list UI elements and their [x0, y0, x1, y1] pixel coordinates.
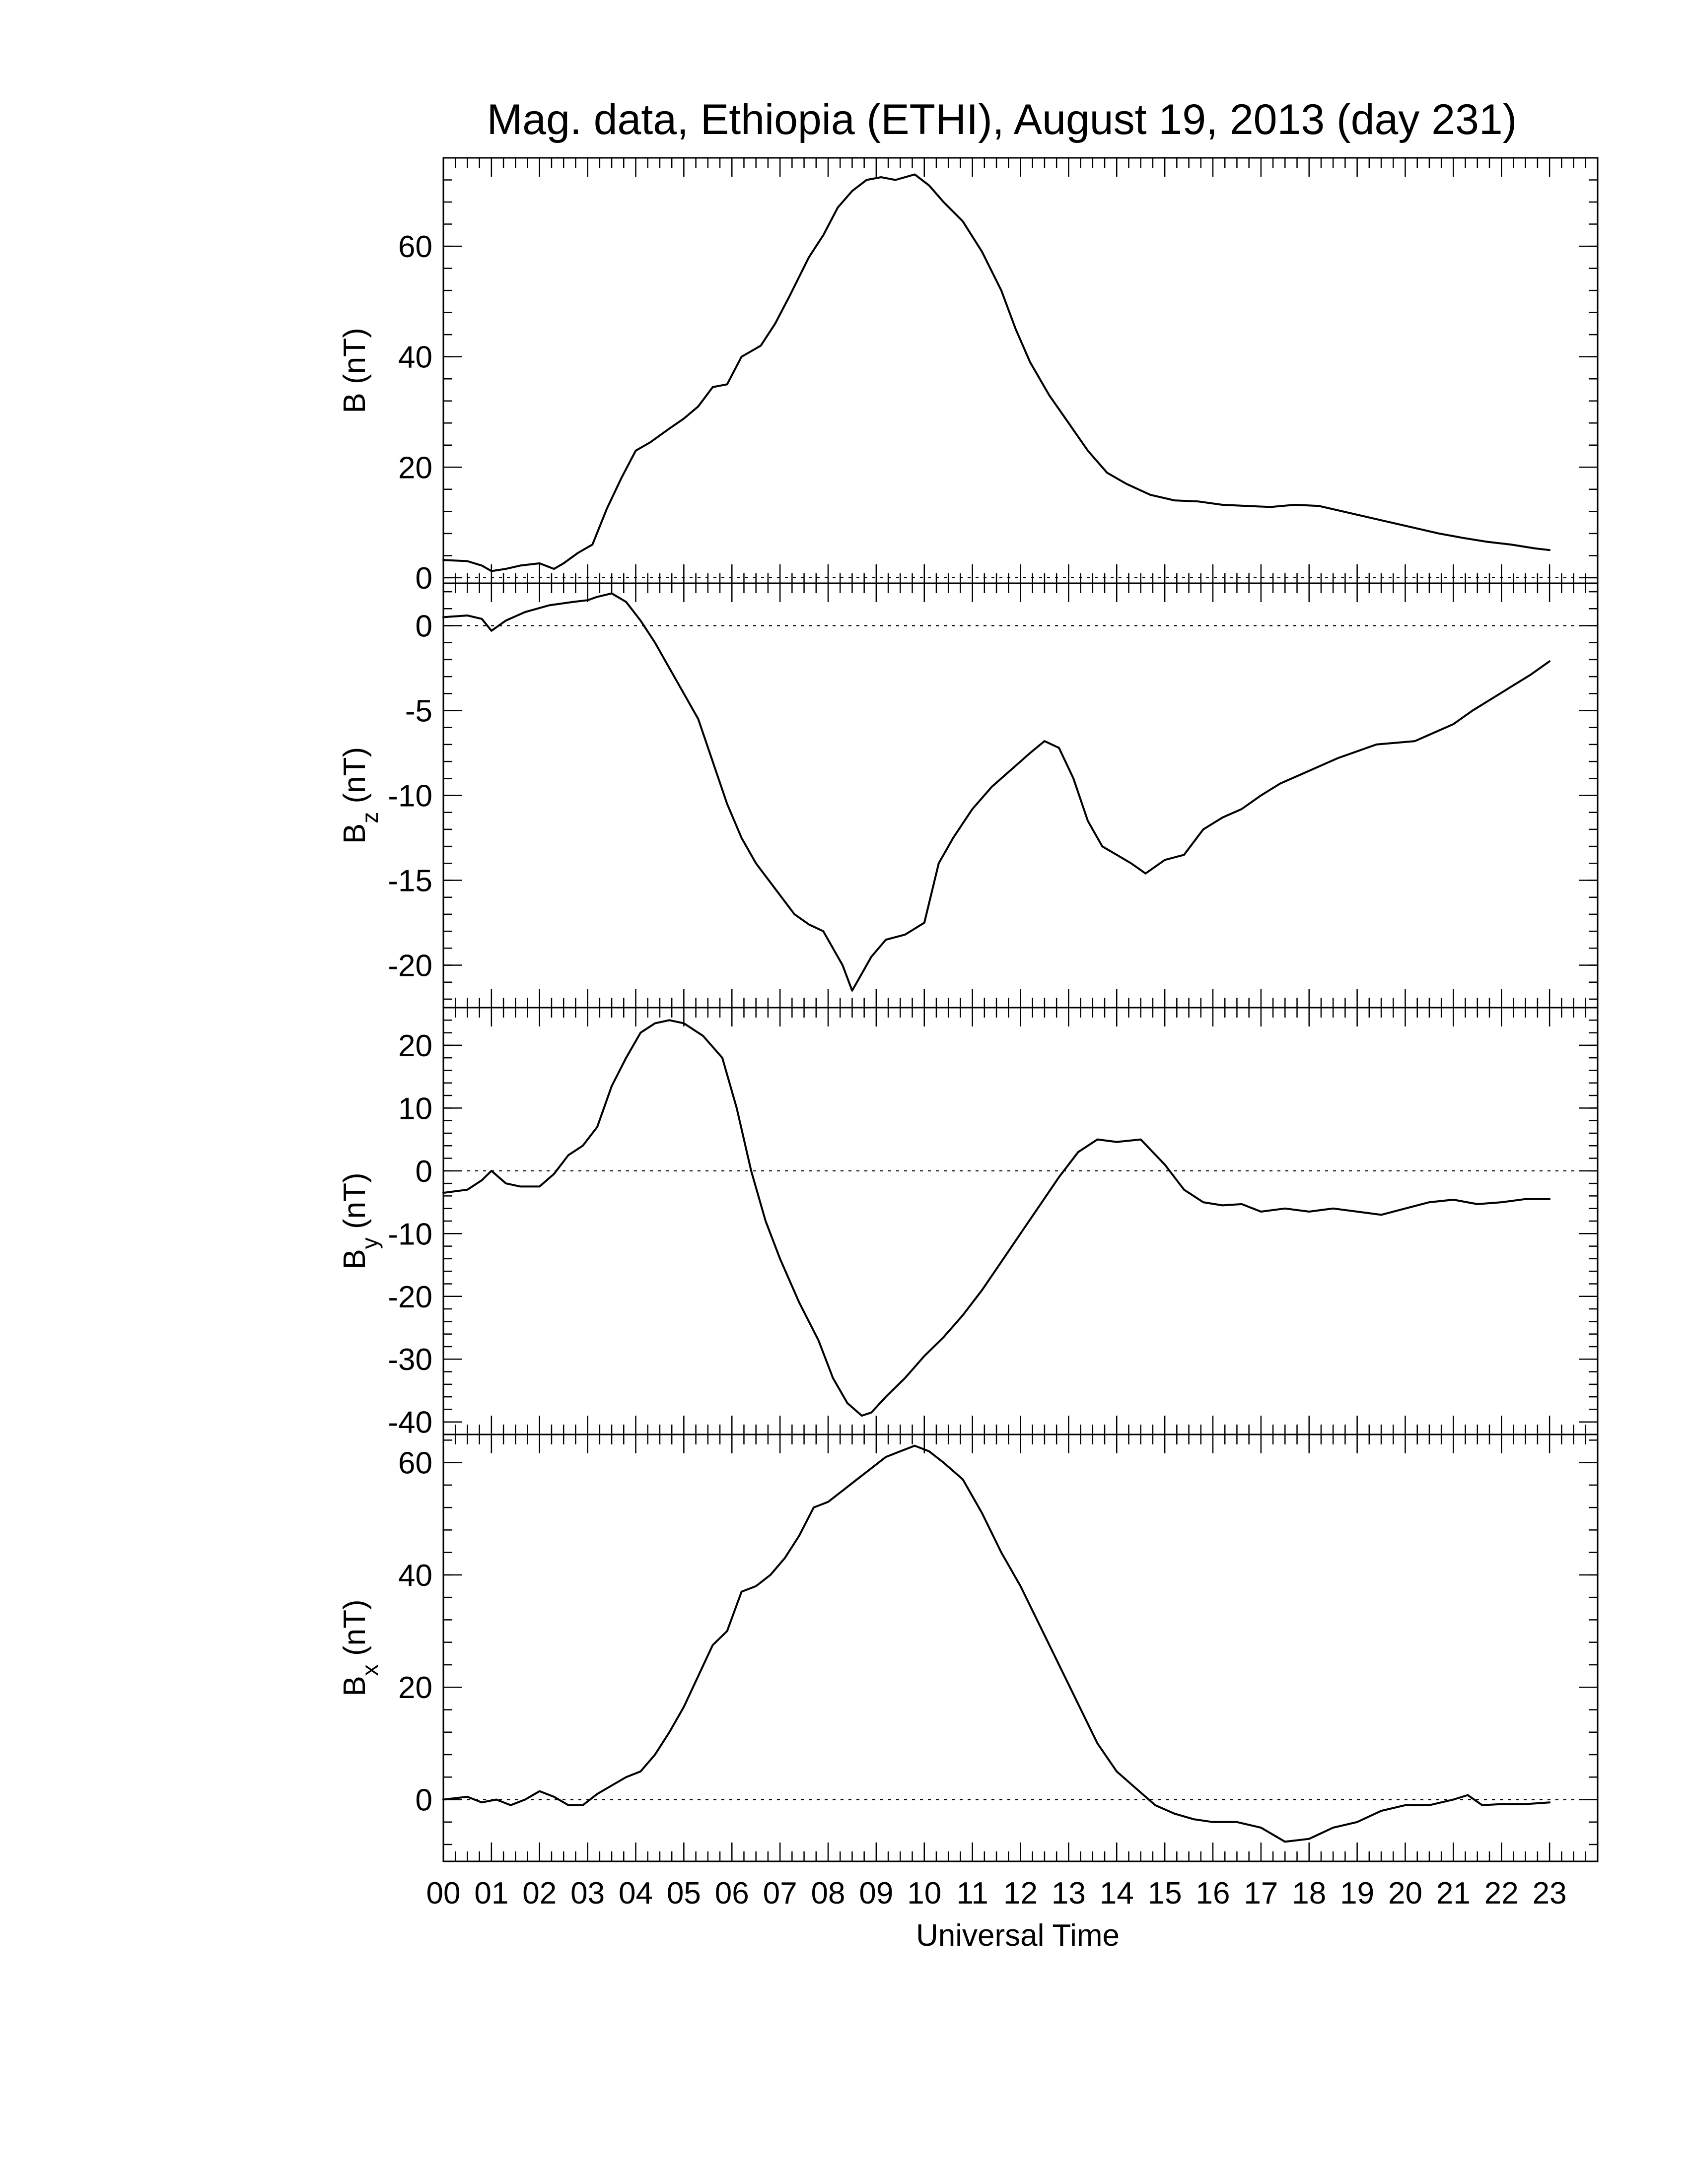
- x-axis-label: Universal Time: [916, 1918, 1120, 1953]
- x-axis: 00 01 02 03 04 05 06 07 08 09 10 11 12 13 14 15 16 17 18 19…: [426, 1876, 1567, 1911]
- panel-By: 20 10 0 -10 -20 -30 -40 By (nT): [338, 1007, 1599, 1440]
- x-tick-label: 23: [1533, 1876, 1567, 1911]
- series-line-By: [442, 1019, 1551, 1417]
- y-tick-label-B: 60: [398, 230, 432, 264]
- y-tick-label-Bx: 40: [398, 1559, 432, 1593]
- x-tick-label: 16: [1196, 1876, 1230, 1911]
- x-tick-label: 19: [1340, 1876, 1374, 1911]
- y-tick-label-Bz: -20: [388, 949, 432, 983]
- panels-group: 0 20 40 60 B (nT) 0 -5 -10 -15 -20 Bz (nT) 20 10 0 -10…: [338, 157, 1599, 1862]
- x-tick-label: 09: [859, 1876, 893, 1911]
- x-tick-label: 15: [1148, 1876, 1182, 1911]
- x-tick-label: 02: [522, 1876, 557, 1911]
- y-tick-label-By: 0: [416, 1155, 432, 1189]
- x-tick-label: 17: [1244, 1876, 1278, 1911]
- y-tick-label-Bx: 20: [398, 1671, 432, 1705]
- y-axis-label-Bz: Bz (nT): [338, 747, 383, 844]
- x-tick-label: 20: [1388, 1876, 1422, 1911]
- x-tick-label: 07: [763, 1876, 797, 1911]
- y-axis-label-Bx: Bx (nT): [338, 1599, 383, 1696]
- y-tick-label-Bz: -10: [388, 779, 432, 814]
- x-tick-label: 00: [426, 1876, 461, 1911]
- x-tick-label: 11: [956, 1876, 988, 1911]
- x-tick-label: 06: [715, 1876, 749, 1911]
- y-tick-label-By: 10: [398, 1092, 432, 1126]
- x-tick-label: 03: [570, 1876, 605, 1911]
- x-tick-label: 21: [1436, 1876, 1471, 1911]
- y-axis-label-B: B (nT): [338, 328, 372, 413]
- chart-title: Mag. data, Ethiopia (ETHI), August 19, 2…: [487, 96, 1517, 143]
- x-tick-label: 18: [1292, 1876, 1326, 1911]
- y-tick-label-Bx: 0: [416, 1783, 432, 1818]
- panel-Bx: 60 40 20 0 Bx (nT): [338, 1433, 1599, 1862]
- y-tick-label-Bx: 60: [398, 1446, 432, 1481]
- x-tick-label: 14: [1100, 1876, 1134, 1911]
- y-tick-label-B: 40: [398, 341, 432, 375]
- y-tick-label-Bz: -15: [388, 864, 432, 898]
- x-tick-label: 04: [619, 1876, 653, 1911]
- y-tick-label-By: -20: [388, 1280, 432, 1314]
- series-line-Bx: [442, 1444, 1551, 1843]
- y-tick-label-By: -30: [388, 1343, 432, 1377]
- series-line-Bz: [442, 592, 1551, 992]
- y-tick-label-By: -10: [388, 1217, 432, 1251]
- x-tick-label: 12: [1003, 1876, 1038, 1911]
- y-tick-label-B: 0: [416, 561, 432, 596]
- y-tick-label-B: 20: [398, 451, 432, 485]
- y-tick-label-By: -40: [388, 1406, 432, 1440]
- series-line-B: [442, 173, 1551, 572]
- y-tick-label-Bz: 0: [416, 610, 432, 644]
- x-tick-label: 10: [907, 1876, 941, 1911]
- x-tick-label: 05: [667, 1876, 701, 1911]
- panel-Bz: 0 -5 -10 -15 -20 Bz (nT): [338, 582, 1599, 1009]
- x-tick-label: 08: [811, 1876, 845, 1911]
- y-tick-label-By: 20: [398, 1029, 432, 1063]
- y-axis-label-By: By (nT): [338, 1172, 383, 1269]
- x-tick-label: 22: [1484, 1876, 1519, 1911]
- y-tick-label-Bz: -5: [405, 694, 432, 729]
- x-tick-label: 13: [1052, 1876, 1086, 1911]
- x-tick-label: 01: [474, 1876, 508, 1911]
